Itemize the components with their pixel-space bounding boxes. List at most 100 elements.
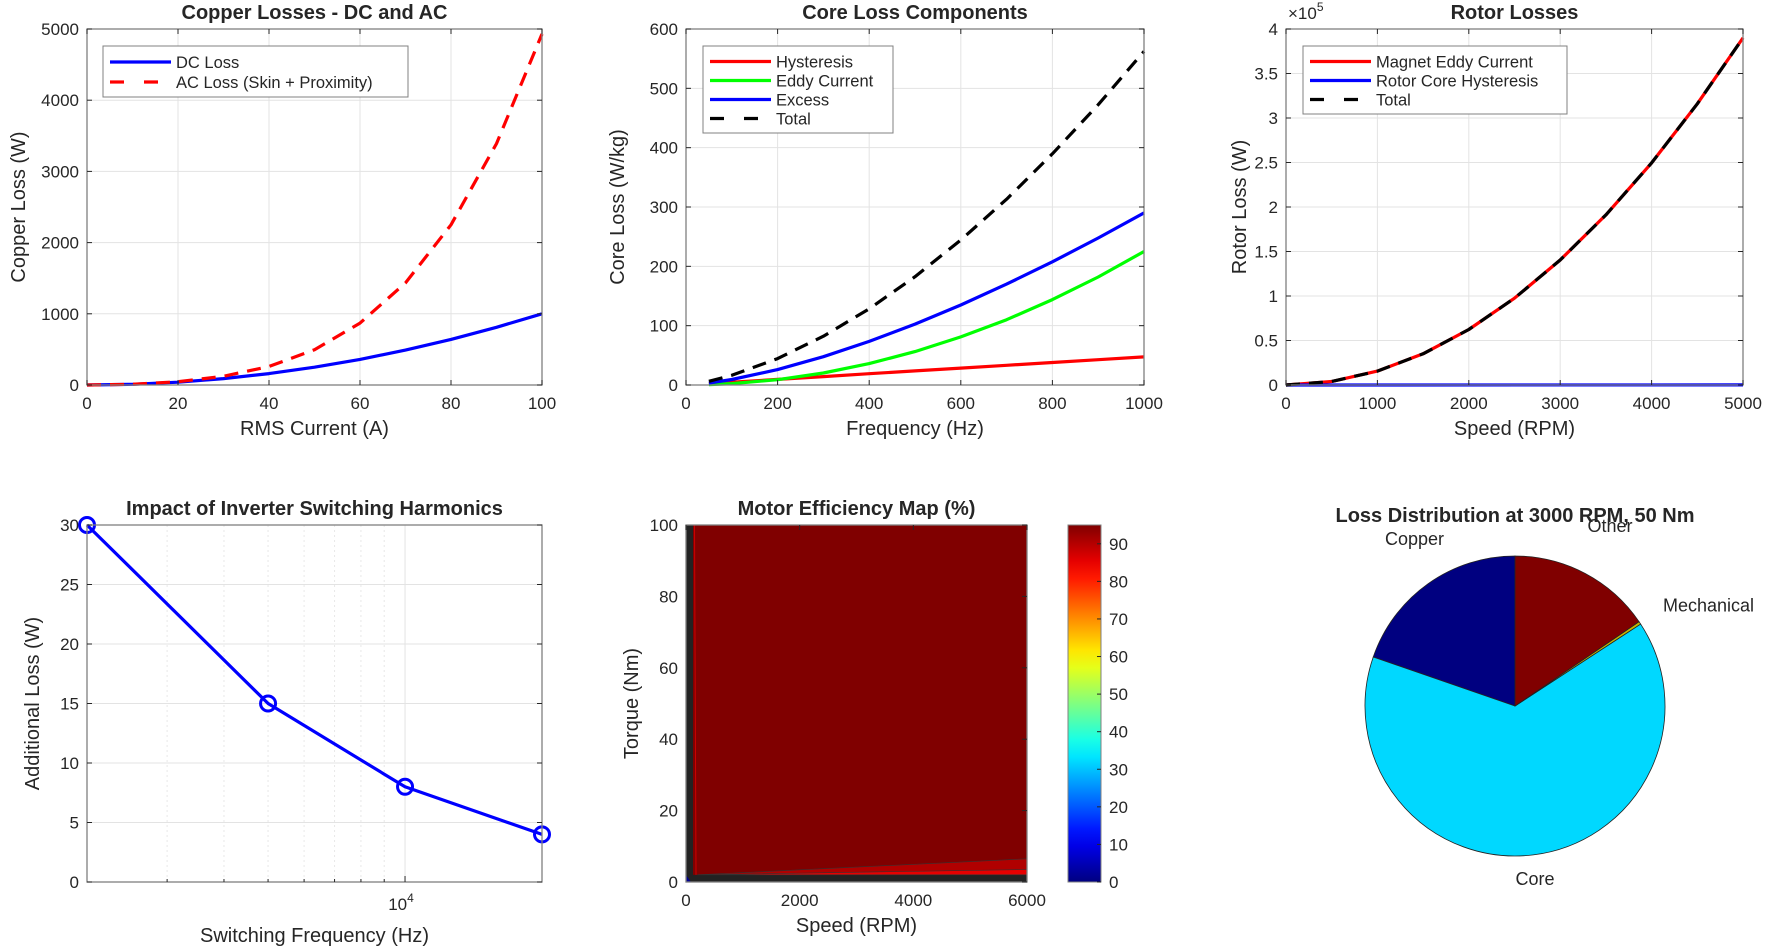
chart-title: Motor Efficiency Map (%) <box>738 498 976 520</box>
y-tick-label: 0 <box>1269 376 1278 395</box>
y-tick-label: 100 <box>650 516 678 535</box>
legend-entry: AC Loss (Skin + Proximity) <box>176 74 373 92</box>
chart-title: Loss Distribution at 3000 RPM, 50 Nm <box>1336 505 1695 527</box>
y-tick-label: 300 <box>650 198 678 217</box>
y-tick-label: 2 <box>1269 198 1278 217</box>
x-tick-base: 10 <box>388 895 407 914</box>
y-tick-label: 25 <box>60 576 79 595</box>
y-tick-label: 200 <box>650 257 678 276</box>
x-tick-label: 104 <box>388 891 414 914</box>
legend-entry: Hysteresis <box>776 54 853 72</box>
y-axis-label: Rotor Loss (W) <box>1229 140 1251 274</box>
pie-label-copper: Copper <box>1385 529 1444 549</box>
y-tick-label: 0 <box>669 376 678 395</box>
colorbar-tick-label: 90 <box>1109 535 1128 554</box>
legend-entry: Eddy Current <box>776 73 874 91</box>
pie-label-other: Other <box>1587 516 1632 536</box>
y-tick-label: 100 <box>650 317 678 336</box>
x-tick-label: 400 <box>855 394 883 413</box>
series-line-total <box>1285 36 1745 387</box>
x-axis-label: Speed (RPM) <box>1454 418 1575 440</box>
y-tick-label: 4 <box>1269 20 1278 39</box>
y-tick-label: 0 <box>669 873 678 892</box>
legend-box <box>1302 45 1568 115</box>
colorbar-tick-label: 40 <box>1109 723 1128 742</box>
pie-slice-copper <box>1372 555 1516 707</box>
x-axis-label: Speed (RPM) <box>796 915 917 937</box>
x-tick-label: 1000 <box>1358 394 1396 413</box>
x-tick-label: 80 <box>442 394 461 413</box>
y-tick-label: 15 <box>60 695 79 714</box>
series-line-eddy-current <box>708 250 1145 387</box>
colorbar: 0 10 20 30 40 50 60 70 80 90 <box>1067 524 1128 892</box>
y-tick-label: 80 <box>659 587 678 606</box>
x-axis-label: RMS Current (A) <box>240 418 389 440</box>
colorbar-tick-label: 30 <box>1109 760 1128 779</box>
colorbar-scale <box>1067 524 1102 883</box>
y-tick-label: 3000 <box>41 162 79 181</box>
series-group <box>708 50 1146 387</box>
chart-copper: 0 20 40 60 80 100010002000300040005000Copper … <box>8 2 556 440</box>
x-tick-label: 4000 <box>1633 394 1671 413</box>
legend: DC Loss AC Loss (Skin + Proximity) <box>102 45 409 98</box>
y-tick-label: 400 <box>650 139 678 158</box>
x-tick-label: 5000 <box>1724 394 1762 413</box>
legend-entry: Total <box>776 111 811 129</box>
y-tick-label: 0 <box>70 873 79 892</box>
y-tick-label: 500 <box>650 79 678 98</box>
efficiency-contour-edge <box>694 524 697 875</box>
x-tick-label: 0 <box>82 394 91 413</box>
colorbar-tick-label: 50 <box>1109 685 1128 704</box>
series-group <box>86 33 544 387</box>
chart-rotor: 0 1000 2000 3000 4000 5000 0 0.5 1 1.5 2 2.5 3 3.5 4 Ro… <box>1229 0 1762 440</box>
chart-title: Impact of Inverter Switching Harmonics <box>126 498 503 520</box>
x-tick-label: 800 <box>1038 394 1066 413</box>
y-axis-label: Torque (Nm) <box>621 648 643 759</box>
legend-entry: Total <box>1376 92 1411 110</box>
y-exponent-power: 5 <box>1317 0 1324 14</box>
y-tick-label: 0.5 <box>1254 332 1278 351</box>
y-tick-label: 1 <box>1269 287 1278 306</box>
efficiency-low-corner <box>686 875 691 882</box>
x-tick-label: 0 <box>681 891 690 910</box>
y-tick-label: 0 <box>70 376 79 395</box>
y-tick-label: 5000 <box>41 20 79 39</box>
chart-title: Copper Losses - DC and AC <box>182 2 448 24</box>
y-tick-label: 600 <box>650 20 678 39</box>
colorbar-tick-label: 0 <box>1109 873 1118 892</box>
y-axis-label: Additional Loss (W) <box>22 617 44 790</box>
series-line-ac-loss-skin-proximity- <box>86 33 544 387</box>
series-line-total <box>708 50 1146 383</box>
axes-box <box>685 524 1028 883</box>
x-tick-label: 3000 <box>1541 394 1579 413</box>
pie-label-mechanical: Mechanical <box>1663 596 1754 616</box>
y-tick-label: 4000 <box>41 91 79 110</box>
y-tick-label: 30 <box>60 516 79 535</box>
efficiency-region-high <box>693 525 1027 875</box>
x-axis-label: Frequency (Hz) <box>846 418 984 440</box>
x-tick-label: 2000 <box>781 891 819 910</box>
colorbar-tick-label: 60 <box>1109 648 1128 667</box>
colorbar-tick-label: 80 <box>1109 572 1128 591</box>
y-exponent-base: ×10 <box>1288 4 1317 23</box>
y-tick-label: 1000 <box>41 305 79 324</box>
x-tick-label: 60 <box>351 394 370 413</box>
x-tick-label: 600 <box>947 394 975 413</box>
legend-entry: Magnet Eddy Current <box>1376 54 1533 72</box>
y-tick-label: 10 <box>60 754 79 773</box>
chart-title: Rotor Losses <box>1451 2 1579 24</box>
x-tick-label: 20 <box>169 394 188 413</box>
x-tick-label: 2000 <box>1450 394 1488 413</box>
x-tick-label: 100 <box>528 394 556 413</box>
x-tick-power: 4 <box>407 891 414 905</box>
data-point-marker <box>396 777 415 796</box>
y-exponent-label: ×105 <box>1288 0 1324 23</box>
x-tick-label: 1000 <box>1125 394 1163 413</box>
y-tick-label: 20 <box>60 635 79 654</box>
pie-slice-core <box>1364 623 1666 857</box>
chart-title: Core Loss Components <box>802 2 1028 24</box>
series-line-additional-loss <box>85 523 543 836</box>
